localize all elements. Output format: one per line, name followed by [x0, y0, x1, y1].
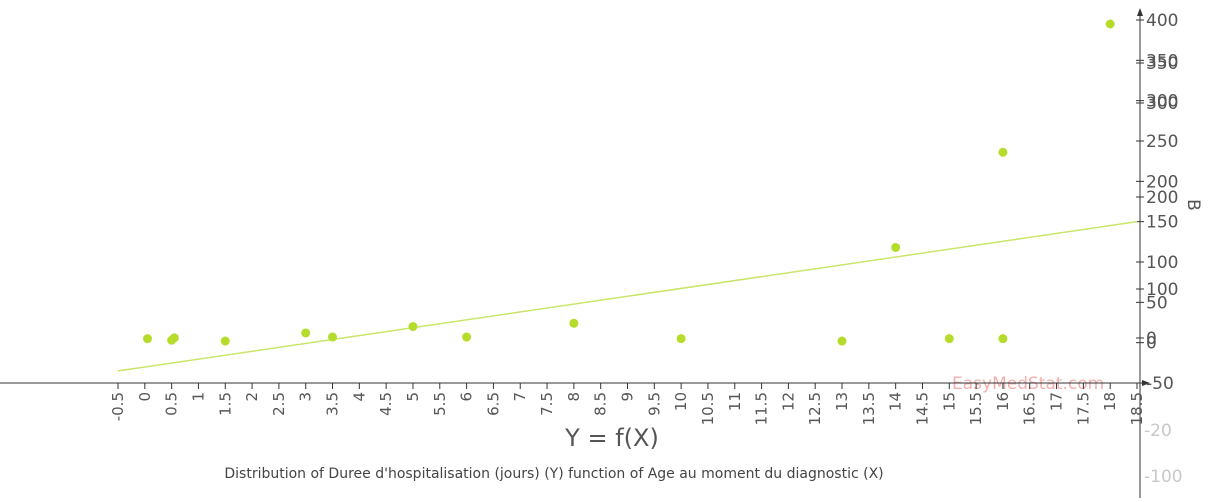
y-tick-label-overlay: 0	[1146, 329, 1157, 349]
x-tick-label: 14.5	[913, 392, 931, 425]
data-point	[1105, 19, 1115, 29]
x-tick-label: 16	[994, 392, 1012, 411]
x-tick-label: 4.5	[377, 392, 395, 416]
x-tick-label: 3	[297, 392, 315, 402]
x-axis-arrow	[1142, 380, 1150, 386]
x-tick-label: 15	[940, 392, 958, 411]
y-tick-label: 0	[1146, 334, 1157, 354]
x-tick-label: 13.5	[860, 392, 878, 425]
watermark-text: EasyMedStat.com	[952, 374, 1104, 394]
x-tick-label: 4	[350, 392, 368, 402]
x-tick-label: 0	[136, 392, 154, 402]
data-point	[220, 336, 230, 346]
x-tick-label: 2	[243, 392, 261, 402]
data-point	[169, 333, 179, 343]
data-point	[998, 334, 1008, 344]
y-tick-label: -50	[1146, 374, 1174, 394]
x-tick-label: -0.5	[109, 392, 127, 421]
y-tick-label: 250	[1146, 132, 1178, 152]
data-point	[676, 334, 686, 344]
x-tick-label: 17	[1048, 392, 1066, 411]
y-tick-label: 200	[1146, 172, 1178, 192]
chart-title: Y = f(X)	[564, 424, 659, 452]
x-tick-label: 1	[189, 392, 207, 402]
x-tick-label: 0.5	[163, 392, 181, 416]
y-tick-label: 300	[1146, 92, 1178, 112]
data-point	[891, 242, 901, 252]
x-tick-label: 3.5	[324, 392, 342, 416]
x-tick-label: 7	[511, 392, 529, 402]
y-tick-label-overlay: 100	[1146, 280, 1178, 300]
x-tick-label: 6.5	[484, 392, 502, 416]
x-tick-label: 8	[565, 392, 583, 402]
y-tick-label: 400	[1146, 11, 1178, 31]
x-tick-label: 8.5	[592, 392, 610, 416]
x-tick-label: 18.5	[1128, 392, 1146, 425]
y-tick-label-faint: -100	[1144, 467, 1183, 487]
data-point	[569, 318, 579, 328]
x-tick-label: 12	[779, 392, 797, 411]
y-tick-label-overlay: 300	[1146, 94, 1178, 114]
x-tick-label: 10	[672, 392, 690, 411]
x-tick-label: 10.5	[699, 392, 717, 425]
y-tick-label-overlay: 200	[1146, 188, 1178, 208]
x-tick-label: 7.5	[538, 392, 556, 416]
data-point	[408, 322, 418, 332]
x-tick-label: 18	[1101, 392, 1119, 411]
x-tick-label: 14	[887, 392, 905, 411]
x-tick-label: 2.5	[270, 392, 288, 416]
y-tick-label-overlay: 350	[1146, 54, 1178, 74]
y-axis-label: B	[1183, 199, 1203, 211]
data-point	[142, 334, 152, 344]
x-tick-label: 6	[458, 392, 476, 402]
data-point	[944, 334, 954, 344]
data-point	[301, 328, 311, 338]
x-tick-label: 5.5	[431, 392, 449, 416]
y-tick-label: 150	[1146, 213, 1178, 233]
chart-subtitle: Distribution of Duree d'hospitalisation …	[224, 466, 883, 482]
x-tick-label: 9.5	[645, 392, 663, 416]
x-tick-label: 1.5	[216, 392, 234, 416]
y-tick-label-faint: -20	[1144, 421, 1172, 441]
x-tick-label: 15.5	[967, 392, 985, 425]
y-tick-label: 50	[1146, 293, 1168, 313]
regression-line	[117, 220, 1138, 372]
y-tick-label: 350	[1146, 51, 1178, 71]
x-tick-label: 9	[619, 392, 637, 402]
x-tick-label: 13	[833, 392, 851, 411]
x-tick-label: 11	[726, 392, 744, 411]
y-axis-arrow	[1137, 8, 1143, 16]
data-point	[998, 147, 1008, 157]
x-tick-label: 12.5	[806, 392, 824, 425]
x-tick-label: 5	[404, 392, 422, 402]
data-point	[837, 336, 847, 346]
x-tick-label: 11.5	[753, 392, 771, 425]
x-tick-label: 16.5	[1021, 392, 1039, 425]
data-point	[328, 332, 338, 342]
data-point	[462, 332, 472, 342]
y-tick-label: 100	[1146, 253, 1178, 273]
x-tick-label: 17.5	[1074, 392, 1092, 425]
